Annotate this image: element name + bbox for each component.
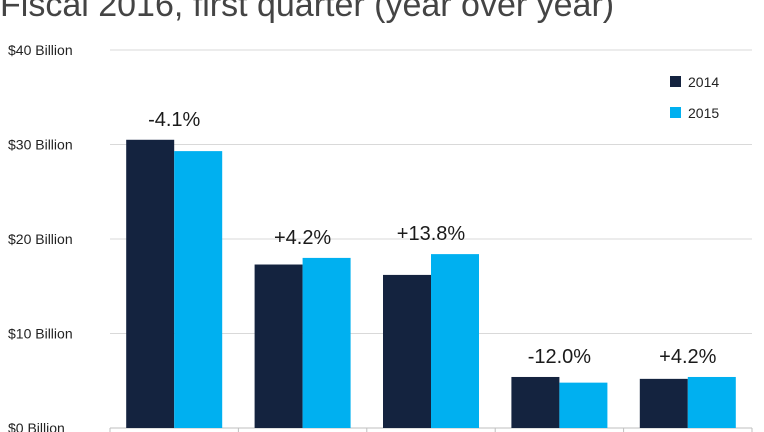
legend-label-2015: 2015 bbox=[688, 105, 719, 121]
bar-2015 bbox=[687, 376, 736, 428]
bar-annotation: -12.0% bbox=[528, 346, 592, 368]
bar-2015 bbox=[302, 257, 351, 428]
y-tick-label: $30 Billion bbox=[8, 137, 73, 153]
bar-2015 bbox=[431, 254, 479, 428]
bar-annotation: +4.2% bbox=[274, 227, 331, 249]
legend-swatch-2014 bbox=[670, 76, 681, 87]
bar-2014 bbox=[511, 376, 560, 428]
bar-2014 bbox=[126, 139, 175, 428]
chart-title: Fiscal 2016, first quarter (year over ye… bbox=[0, 0, 615, 24]
y-tick-label: $20 Billion bbox=[8, 231, 73, 247]
bar-annotation: -4.1% bbox=[148, 109, 200, 131]
legend-label-2014: 2014 bbox=[688, 74, 719, 90]
bar-2014 bbox=[639, 378, 688, 428]
y-tick-label: $40 Billion bbox=[8, 42, 73, 58]
bar-annotation: +13.8% bbox=[397, 223, 466, 245]
y-tick-label: $0 Billion bbox=[8, 420, 65, 432]
bar-2014 bbox=[383, 274, 431, 428]
bar-annotation: +4.2% bbox=[659, 346, 716, 368]
y-tick-label: $10 Billion bbox=[8, 326, 73, 342]
legend-swatch-2015 bbox=[670, 107, 681, 118]
bar-2015 bbox=[174, 151, 223, 429]
bar-2015 bbox=[559, 382, 608, 428]
bar-2014 bbox=[254, 264, 303, 428]
